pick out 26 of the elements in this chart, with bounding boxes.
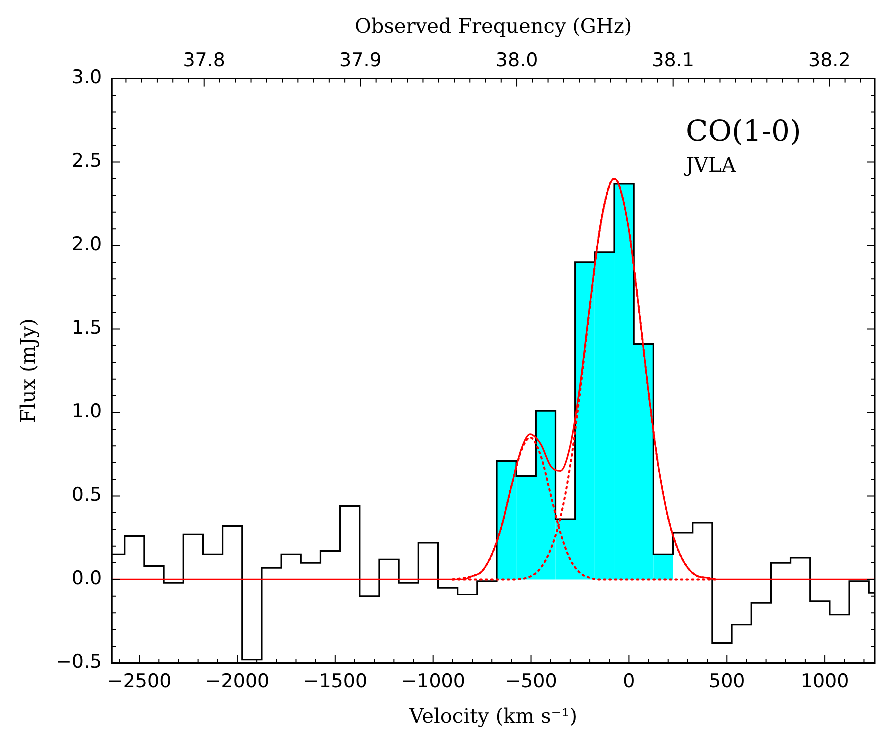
x-tick-label: 0: [623, 670, 636, 693]
x2-axis-title: Observed Frequency (GHz): [354, 14, 632, 38]
x2-tick-label: 38.2: [808, 49, 851, 72]
x-tick-label: −2500: [107, 670, 172, 693]
y-tick-label: 0.0: [72, 568, 102, 590]
y-tick-label: 1.5: [72, 317, 102, 340]
x-tick-label: 500: [708, 670, 746, 693]
x-tick-label: −500: [505, 670, 558, 693]
x-tick-label: −1000: [401, 670, 466, 693]
annotation: CO(1-0): [686, 114, 802, 148]
x-tick-label: 1000: [800, 670, 850, 693]
y-tick-label: 2.5: [72, 150, 102, 172]
y-tick-label: 3.0: [72, 66, 102, 89]
x-tick-label: −2000: [205, 670, 270, 693]
x-tick-label: −1500: [303, 670, 368, 693]
y-tick-label: 1.0: [72, 400, 102, 423]
annotation: JVLA: [684, 152, 737, 177]
x-axis-title: Velocity (km s⁻¹): [408, 704, 578, 728]
y-tick-label: 2.0: [72, 234, 102, 256]
x2-tick-label: 38.1: [652, 49, 694, 72]
x2-tick-label: 37.8: [183, 49, 226, 72]
y-tick-label: −0.5: [56, 651, 102, 674]
y-tick-label: 0.5: [72, 484, 102, 506]
x2-tick-label: 38.0: [496, 49, 538, 72]
y-axis-title: Flux (mJy): [16, 318, 40, 424]
x2-tick-label: 37.9: [340, 49, 382, 72]
